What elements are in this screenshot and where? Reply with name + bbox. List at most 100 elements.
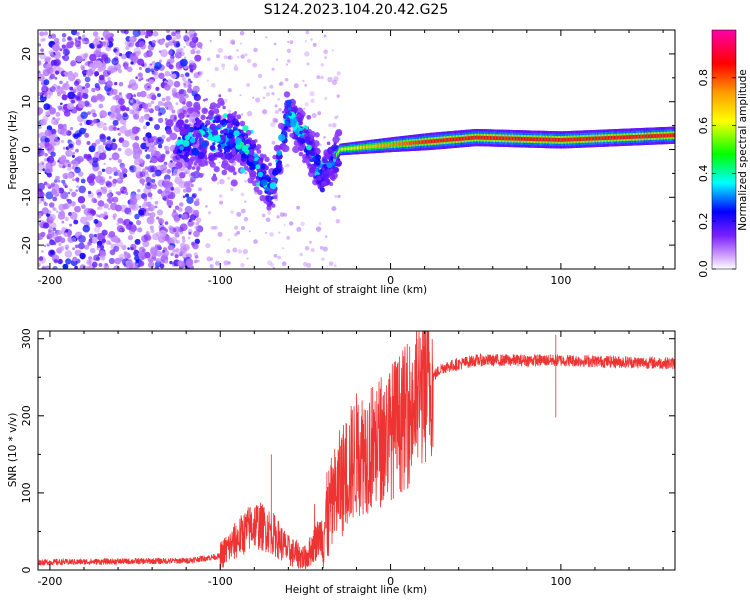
noise-blob	[96, 232, 104, 241]
noise-blob	[289, 40, 294, 45]
noise-blob	[166, 137, 171, 142]
noise-blob	[174, 232, 180, 238]
noise-blob	[212, 226, 217, 230]
noise-blob	[193, 61, 196, 63]
noise-blob	[71, 159, 77, 165]
noise-blob	[72, 151, 76, 155]
noise-blob	[171, 31, 176, 37]
noise-blob	[124, 148, 133, 157]
ridge-blob	[241, 157, 247, 163]
noise-blob	[143, 201, 148, 205]
noise-blob	[182, 188, 187, 193]
noise-blob	[93, 152, 100, 159]
noise-blob	[55, 119, 59, 123]
noise-blob	[248, 230, 251, 233]
noise-blob	[304, 84, 308, 87]
noise-blob	[192, 243, 199, 250]
noise-blob	[332, 123, 337, 128]
noise-blob	[42, 115, 49, 122]
noise-blob	[179, 230, 184, 235]
noise-blob	[107, 77, 111, 81]
noise-blob	[174, 254, 179, 259]
noise-blob	[132, 52, 137, 57]
noise-blob	[276, 215, 280, 219]
noise-blob	[60, 139, 65, 144]
noise-blob	[109, 157, 112, 161]
colorbar-gradient	[711, 29, 737, 270]
noise-blob	[186, 101, 193, 108]
noise-blob	[99, 245, 105, 250]
ridge-blob	[188, 132, 193, 137]
noise-blob	[74, 244, 79, 249]
ridge-blob	[289, 132, 295, 138]
noise-blob	[82, 58, 86, 62]
noise-blob	[100, 37, 104, 41]
ridge-blob	[281, 110, 285, 114]
x-tick-label: 0	[387, 274, 394, 287]
noise-blob	[141, 235, 149, 243]
noise-blob	[114, 108, 121, 114]
noise-blob	[176, 31, 181, 36]
ridge-blob	[264, 186, 270, 192]
noise-blob	[80, 66, 85, 71]
colorbar-tick-label: 0.8	[697, 69, 710, 87]
noise-blob	[310, 38, 313, 41]
noise-blob	[117, 132, 121, 136]
noise-blob	[145, 30, 153, 37]
noise-blob	[120, 165, 126, 171]
noise-blob	[112, 96, 116, 100]
noise-blob	[67, 163, 72, 168]
noise-blob	[172, 228, 177, 233]
noise-blob	[50, 59, 57, 66]
noise-blob	[278, 231, 281, 234]
noise-blob	[152, 182, 156, 186]
noise-blob	[199, 70, 204, 76]
noise-blob	[129, 196, 138, 205]
noise-blob	[73, 219, 79, 225]
noise-blob	[243, 216, 249, 222]
ridge-blob	[197, 151, 205, 160]
ridge-blob	[326, 141, 331, 146]
noise-blob	[87, 241, 92, 246]
noise-blob	[130, 61, 134, 65]
ridge-blob	[299, 130, 303, 135]
noise-blob	[150, 100, 155, 105]
noise-blob	[54, 76, 58, 80]
noise-blob	[189, 214, 197, 221]
noise-blob	[162, 249, 166, 253]
noise-blob	[80, 157, 84, 162]
ridge-blob	[182, 109, 187, 114]
ridge-blob	[290, 120, 297, 128]
ridge-blob	[255, 164, 261, 170]
noise-blob	[320, 63, 324, 67]
noise-blob	[186, 196, 194, 204]
noise-blob	[324, 56, 327, 59]
noise-blob	[163, 187, 172, 196]
noise-blob	[193, 209, 200, 216]
ridge-blob	[229, 166, 236, 173]
ridge-blob	[332, 136, 340, 144]
noise-blob	[257, 73, 263, 79]
noise-blob	[115, 191, 119, 194]
noise-blob	[234, 225, 239, 230]
noise-blob	[88, 119, 93, 124]
noise-blob	[164, 80, 167, 84]
noise-blob	[162, 164, 167, 169]
noise-blob	[57, 235, 63, 241]
x-tick-label: 100	[550, 575, 571, 588]
noise-blob	[184, 168, 190, 175]
noise-blob	[88, 160, 93, 164]
noise-blob	[61, 44, 66, 49]
noise-blob	[158, 59, 163, 63]
noise-blob	[334, 115, 338, 120]
noise-blob	[232, 247, 238, 253]
noise-blob	[46, 125, 53, 131]
noise-blob	[205, 205, 208, 208]
noise-blob	[86, 176, 94, 184]
noise-blob	[198, 187, 202, 192]
noise-blob	[230, 39, 236, 45]
noise-blob	[84, 128, 87, 131]
noise-blob	[112, 196, 119, 203]
ridge-blob	[248, 155, 255, 163]
ridge-blob	[276, 150, 283, 156]
